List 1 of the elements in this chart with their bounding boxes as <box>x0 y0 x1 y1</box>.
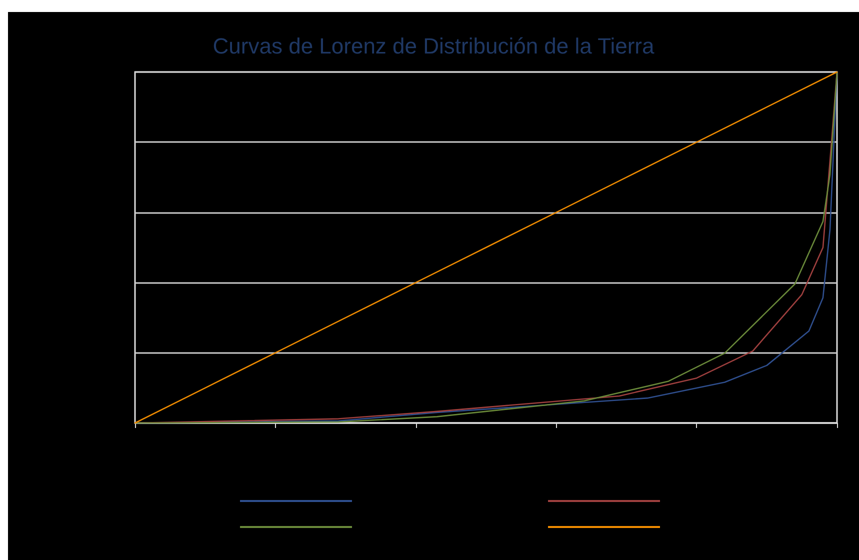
chart-title: Curvas de Lorenz de Distribución de la Tierra <box>212 34 655 58</box>
